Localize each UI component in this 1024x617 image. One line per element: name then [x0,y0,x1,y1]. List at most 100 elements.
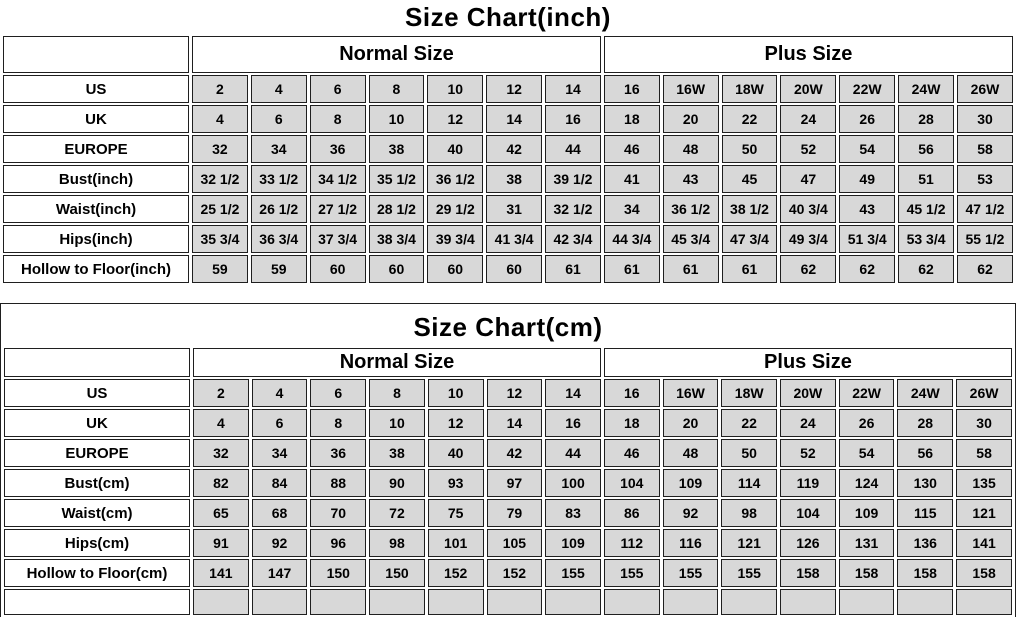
value-cell: 109 [545,529,601,557]
value-cell: 104 [780,499,836,527]
value-cell: 6 [251,409,308,437]
value-cell: 136 [897,529,954,557]
value-cell: 50 [721,439,778,467]
value-cell: 22W [839,75,896,103]
value-cell [486,589,543,615]
value-cell: 27 1/2 [309,195,366,223]
value-cell: 86 [603,499,660,527]
table-row: Waist(cm) 65 68 70 72 75 79 83 86 92 98 104 109 115 12… [4,499,1012,527]
value-cell: 26 1/2 [250,195,307,223]
value-cell: 61 [721,255,778,283]
value-cell: 18W [721,379,778,407]
value-cell: 45 1/2 [898,195,954,223]
value-cell: 22 [721,105,778,133]
value-cell: 60 [368,255,425,283]
corner-cell [4,348,190,377]
value-cell: 42 3/4 [545,225,601,253]
value-cell: 155 [603,559,660,587]
value-cell: 92 [662,499,719,527]
value-cell: 62 [839,255,896,283]
value-cell [721,589,778,615]
value-cell: 70 [310,499,367,527]
value-cell: 109 [662,469,719,497]
value-cell: 43 [662,165,719,193]
value-cell: 25 1/2 [192,195,248,223]
value-cell: 32 1/2 [545,195,601,223]
value-cell: 34 [251,439,308,467]
value-cell: 101 [427,529,484,557]
value-cell: 131 [838,529,895,557]
value-cell: 126 [780,529,836,557]
value-cell: 4 [192,105,248,133]
row-label: EUROPE [4,439,190,467]
value-cell: 36 3/4 [250,225,307,253]
value-cell: 97 [486,469,543,497]
normal-size-header: Normal Size [193,348,601,377]
value-cell [897,589,954,615]
value-cell: 158 [897,559,954,587]
row-label: Bust(inch) [3,165,189,193]
row-label: Hips(inch) [3,225,189,253]
table-row: Hollow to Floor(inch) 59 59 60 60 60 60 61 61 61 6… [3,255,1013,283]
value-cell: 114 [721,469,778,497]
value-cell: 141 [193,559,249,587]
value-cell: 141 [956,529,1012,557]
value-cell: 84 [251,469,308,497]
value-cell: 10 [427,379,484,407]
value-cell: 56 [898,135,954,163]
value-cell: 53 3/4 [898,225,954,253]
value-cell: 10 [369,409,425,437]
value-cell: 12 [427,105,484,133]
value-cell: 36 [309,135,366,163]
value-cell: 155 [662,559,719,587]
value-cell: 28 1/2 [368,195,425,223]
value-cell: 54 [838,439,895,467]
value-cell: 62 [956,255,1013,283]
value-cell: 49 [839,165,896,193]
table-row: US 2 4 6 8 10 12 14 16 16W 18W 20W 22W 24W 26W [4,379,1012,407]
value-cell: 12 [486,379,543,407]
value-cell: 16W [662,379,719,407]
value-cell: 24W [898,75,954,103]
value-cell: 30 [956,409,1012,437]
value-cell: 32 1/2 [192,165,248,193]
value-cell: 72 [369,499,425,527]
row-label: Waist(cm) [4,499,190,527]
plus-size-header: Plus Size [603,36,1013,73]
value-cell [427,589,484,615]
value-cell [310,589,367,615]
table-row: EUROPE 32 34 36 38 40 42 44 46 48 50 52 54 56 58 [4,439,1012,467]
value-cell: 65 [193,499,249,527]
value-cell: 4 [250,75,307,103]
value-cell: 62 [780,255,837,283]
value-cell: 51 3/4 [839,225,896,253]
value-cell: 52 [780,135,837,163]
value-cell: 158 [780,559,836,587]
value-cell: 109 [838,499,895,527]
plus-size-header: Plus Size [603,348,1012,377]
value-cell: 38 3/4 [368,225,425,253]
value-cell: 20 [662,105,719,133]
value-cell: 33 1/2 [250,165,307,193]
value-cell: 16 [545,105,601,133]
value-cell: 20 [662,409,719,437]
row-label: Hollow to Floor(inch) [3,255,189,283]
value-cell: 12 [427,409,484,437]
value-cell: 8 [369,379,425,407]
value-cell: 36 [310,439,367,467]
value-cell: 14 [486,409,543,437]
value-cell: 4 [193,409,249,437]
value-cell: 26W [956,75,1013,103]
value-cell: 28 [898,105,954,133]
table-row: UK 4 6 8 10 12 14 16 18 20 22 24 26 28 30 [3,105,1013,133]
value-cell: 42 [486,439,543,467]
value-cell: 38 [486,165,543,193]
value-cell: 12 [486,75,543,103]
value-cell: 24 [780,105,837,133]
value-cell: 135 [956,469,1012,497]
table-row: UK 4 6 8 10 12 14 16 18 20 22 24 26 28 30 [4,409,1012,437]
row-label: US [4,379,190,407]
value-cell: 68 [251,499,308,527]
value-cell: 6 [310,379,367,407]
